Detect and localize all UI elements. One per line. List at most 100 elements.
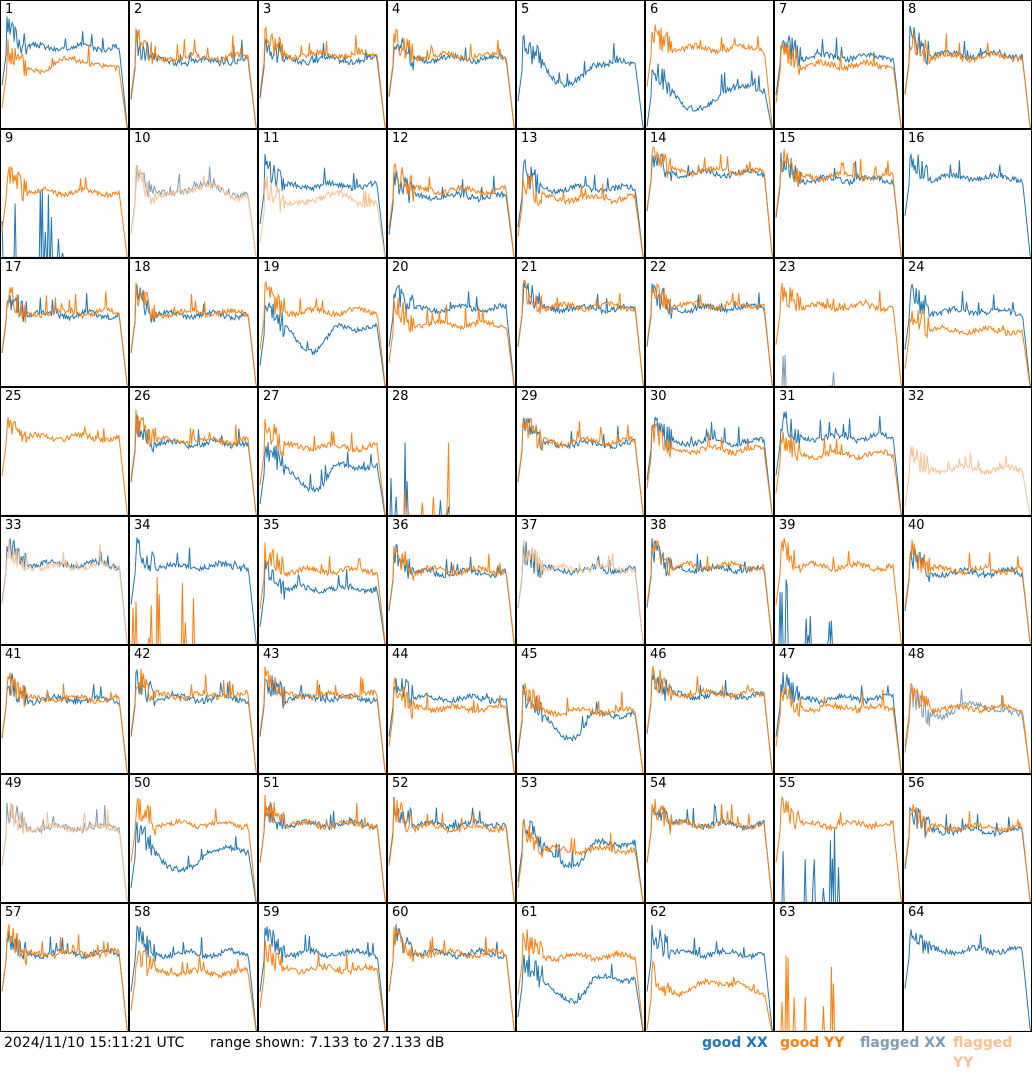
series-yy-8 bbox=[904, 33, 1031, 128]
series-yy-47 bbox=[775, 686, 902, 773]
series-xx-23 bbox=[776, 355, 902, 386]
series-xx-60 bbox=[388, 924, 515, 1031]
panel-number-61: 61 bbox=[521, 905, 538, 920]
panel-plot-64 bbox=[904, 929, 1031, 1031]
panel-plot-27 bbox=[259, 419, 386, 515]
series-xx-3 bbox=[259, 38, 386, 128]
panel-number-11: 11 bbox=[263, 131, 280, 146]
panel-number-58: 58 bbox=[134, 905, 151, 920]
panel-plot-50 bbox=[130, 797, 257, 902]
panel-number-35: 35 bbox=[263, 518, 280, 533]
series-xx-11 bbox=[259, 154, 386, 257]
panel-number-59: 59 bbox=[263, 905, 280, 920]
panel-plot-51 bbox=[259, 794, 386, 902]
panel-64: 64 bbox=[903, 903, 1032, 1032]
timestamp: 2024/11/10 15:11:21 UTC bbox=[4, 1035, 185, 1051]
panel-56: 56 bbox=[903, 774, 1032, 903]
panel-number-36: 36 bbox=[392, 518, 409, 533]
panel-46: 46 bbox=[645, 645, 774, 774]
panel-53: 53 bbox=[516, 774, 645, 903]
panel-number-1: 1 bbox=[5, 2, 14, 17]
series-yy-21 bbox=[517, 279, 644, 386]
panel-38: 38 bbox=[645, 516, 774, 645]
series-xx-46 bbox=[646, 671, 773, 773]
panel-number-60: 60 bbox=[392, 905, 409, 920]
panel-12: 12 bbox=[387, 129, 516, 258]
panel-22: 22 bbox=[645, 258, 774, 387]
series-yy-44 bbox=[388, 677, 515, 773]
panel-number-3: 3 bbox=[263, 2, 272, 17]
panel-number-6: 6 bbox=[650, 2, 659, 17]
panel-48: 48 bbox=[903, 645, 1032, 774]
panel-number-51: 51 bbox=[263, 776, 280, 791]
series-xx-18 bbox=[130, 284, 257, 386]
panel-number-39: 39 bbox=[779, 518, 796, 533]
panel-25: 25 bbox=[0, 387, 129, 516]
panel-number-27: 27 bbox=[263, 389, 280, 404]
series-yy-36 bbox=[388, 545, 515, 644]
legend-good-xx: good XX bbox=[702, 1035, 768, 1051]
panel-number-20: 20 bbox=[392, 260, 409, 275]
panel-14: 14 bbox=[645, 129, 774, 258]
panel-plot-37 bbox=[517, 540, 644, 644]
panel-number-25: 25 bbox=[5, 389, 22, 404]
series-yy-20 bbox=[388, 297, 515, 386]
panel-plot-46 bbox=[646, 665, 773, 773]
panel-number-32: 32 bbox=[908, 389, 925, 404]
panel-plot-49 bbox=[1, 802, 128, 902]
series-xx-9 bbox=[1, 188, 128, 257]
panel-9: 9 bbox=[0, 129, 129, 258]
series-yy-24 bbox=[904, 310, 1031, 386]
panel-50: 50 bbox=[129, 774, 258, 903]
series-xx-56 bbox=[904, 806, 1031, 902]
series-xx-61 bbox=[517, 952, 644, 1031]
series-yy-48 bbox=[904, 683, 1031, 773]
panel-grid: 1 2 3 4 5 6 7 8 9 10 11 12 13 14 15 16 17 18 19 20 21 22 23 24 2… bbox=[0, 0, 1032, 1032]
series-yy-55 bbox=[775, 795, 902, 902]
panel-number-37: 37 bbox=[521, 518, 538, 533]
panel-39: 39 bbox=[774, 516, 903, 645]
panel-plot-61 bbox=[517, 929, 644, 1031]
series-yy-17 bbox=[1, 286, 128, 386]
series-xx-33 bbox=[1, 538, 128, 644]
series-yy-18 bbox=[130, 282, 257, 386]
series-yy-43 bbox=[259, 666, 386, 773]
panel-41: 41 bbox=[0, 645, 129, 774]
panel-number-40: 40 bbox=[908, 518, 925, 533]
panel-15: 15 bbox=[774, 129, 903, 258]
series-yy-50 bbox=[130, 797, 257, 902]
panel-number-42: 42 bbox=[134, 647, 151, 662]
panel-number-2: 2 bbox=[134, 2, 143, 17]
series-yy-11 bbox=[259, 175, 386, 257]
panel-number-29: 29 bbox=[521, 389, 538, 404]
panel-60: 60 bbox=[387, 903, 516, 1032]
series-xx-16 bbox=[904, 153, 1031, 257]
series-yy-23 bbox=[775, 283, 902, 386]
panel-plot-60 bbox=[388, 924, 515, 1031]
panel-number-24: 24 bbox=[908, 260, 925, 275]
panel-plot-38 bbox=[646, 538, 773, 644]
panel-7: 7 bbox=[774, 0, 903, 129]
panel-8: 8 bbox=[903, 0, 1032, 129]
series-yy-4 bbox=[388, 28, 515, 128]
panel-plot-35 bbox=[259, 542, 386, 644]
panel-number-5: 5 bbox=[521, 2, 530, 17]
panel-plot-21 bbox=[517, 279, 644, 386]
panel-plot-14 bbox=[646, 146, 773, 257]
panel-number-10: 10 bbox=[134, 131, 151, 146]
panel-number-30: 30 bbox=[650, 389, 667, 404]
panel-51: 51 bbox=[258, 774, 387, 903]
panel-plot-4 bbox=[388, 28, 515, 128]
series-xx-28 bbox=[389, 442, 515, 515]
series-yy-1 bbox=[1, 39, 128, 128]
panel-plot-13 bbox=[517, 158, 644, 257]
panel-number-46: 46 bbox=[650, 647, 667, 662]
panel-number-38: 38 bbox=[650, 518, 667, 533]
panel-number-50: 50 bbox=[134, 776, 151, 791]
series-yy-51 bbox=[259, 794, 386, 902]
panel-number-44: 44 bbox=[392, 647, 409, 662]
panel-plot-25 bbox=[1, 416, 128, 515]
panel-number-17: 17 bbox=[5, 260, 22, 275]
panel-number-57: 57 bbox=[5, 905, 22, 920]
panel-number-19: 19 bbox=[263, 260, 280, 275]
